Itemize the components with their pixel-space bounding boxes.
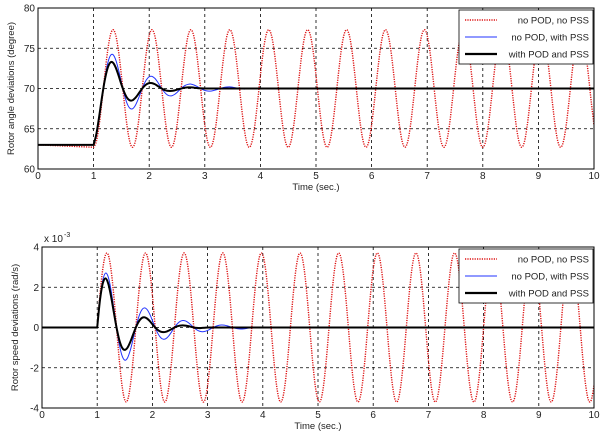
- y-tick-label: 2: [33, 283, 39, 294]
- y-tick-label: -4: [30, 404, 39, 415]
- x-tick-label: 8: [481, 410, 487, 421]
- x-tick-label: 10: [588, 171, 600, 182]
- chart-2: 0 1 2 3 4 5 6 7 8 9 10 -4 -2 0 2 4 Time (sec.) Rotor spee…: [10, 232, 600, 432]
- series-line-1: [38, 29, 594, 148]
- x-tick-label: 0: [35, 171, 41, 182]
- legend: no POD, no PSS no POD, with PSS with POD a…: [458, 248, 594, 304]
- y-multiplier-label: x 10: [44, 234, 63, 245]
- y-tick-label: 65: [24, 124, 36, 135]
- legend-label-1: no POD, no PSS: [518, 16, 589, 27]
- x-tick-label: 2: [150, 410, 156, 421]
- x-tick-label: 4: [258, 171, 264, 182]
- x-tick-label: 3: [205, 410, 211, 421]
- series-group: [42, 252, 594, 403]
- series-group: [38, 29, 594, 148]
- legend-label-2: no POD, with PSS: [511, 272, 589, 283]
- x-tick-label: 2: [146, 171, 152, 182]
- y-tick-label: 0: [33, 323, 39, 334]
- x-tick-label: 0: [39, 410, 45, 421]
- axes-frame: [37, 7, 595, 170]
- series-line-3: [38, 60, 594, 146]
- y-tick-label: 75: [24, 44, 36, 55]
- x-tick-label: 1: [94, 410, 100, 421]
- series-line-2: [38, 53, 594, 146]
- series-line-3: [42, 277, 594, 351]
- x-tick-label: 10: [588, 410, 600, 421]
- y-tick-label: 80: [24, 4, 36, 15]
- x-tick-label: 6: [370, 410, 376, 421]
- x-tick-label: 6: [369, 171, 375, 182]
- x-tick-label: 7: [426, 410, 432, 421]
- y-multiplier-exponent: -3: [64, 232, 70, 239]
- x-axis-label: Time (sec.): [294, 421, 341, 432]
- y-tick-label: 60: [24, 165, 36, 176]
- y-tick-label: 70: [24, 84, 36, 95]
- legend-label-3: with POD and PSS: [508, 289, 589, 300]
- legend-label-1: no POD, no PSS: [518, 255, 589, 266]
- x-axis-label: Time (sec.): [292, 182, 339, 193]
- x-tick-label: 9: [536, 171, 542, 182]
- x-tick-label: 8: [480, 171, 486, 182]
- chart-1: 0 1 2 3 4 5 6 7 8 9 10 60 65 70 75 80 Time (sec.) Rotor a…: [6, 4, 600, 194]
- x-tick-label: 5: [315, 410, 321, 421]
- legend-label-3: with POD and PSS: [508, 50, 589, 61]
- legend: no POD, no PSS no POD, with PSS with POD a…: [458, 9, 594, 65]
- y-axis-label: Rotor angle deviations (degree): [6, 22, 17, 155]
- x-tick-label: 7: [424, 171, 430, 182]
- x-tick-label: 5: [313, 171, 319, 182]
- x-tick-label: 4: [260, 410, 266, 421]
- y-tick-label: -2: [30, 363, 39, 374]
- y-tick-label: 4: [33, 243, 39, 254]
- x-tick-label: 3: [202, 171, 208, 182]
- x-tick-label: 1: [91, 171, 97, 182]
- x-tick-label: 9: [536, 410, 542, 421]
- axes-frame: [41, 246, 595, 409]
- y-axis-label: Rotor speed deviations (rad/s): [10, 264, 21, 391]
- legend-label-2: no POD, with PSS: [511, 33, 589, 44]
- series-line-1: [42, 252, 594, 403]
